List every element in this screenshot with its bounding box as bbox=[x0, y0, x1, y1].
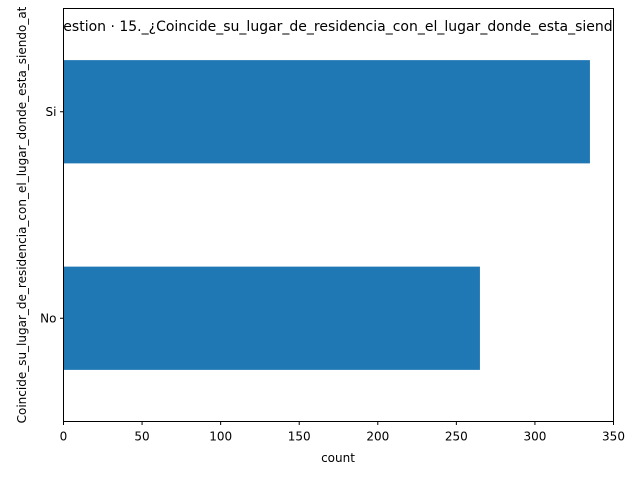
bar-si bbox=[63, 60, 590, 164]
plot-frame bbox=[63, 8, 614, 422]
x-tick-label: 50 bbox=[134, 430, 149, 444]
x-tick-label: 100 bbox=[209, 430, 232, 444]
bar-no bbox=[63, 266, 480, 370]
y-tick-label-no: No bbox=[40, 311, 56, 325]
x-tick-label: 300 bbox=[523, 430, 546, 444]
y-axis-ticks: No Si bbox=[40, 105, 64, 325]
chart-title: estion · 15._¿Coincide_su_lugar_de_resid… bbox=[63, 19, 612, 35]
bars-group bbox=[63, 60, 590, 370]
x-tick-label: 350 bbox=[602, 430, 625, 444]
y-tick-label-si: Si bbox=[46, 105, 57, 119]
x-axis-ticks: 0 50 100 150 200 250 300 350 bbox=[60, 421, 625, 444]
x-axis-label: count bbox=[321, 451, 355, 465]
x-tick-label: 200 bbox=[366, 430, 389, 444]
x-tick-label: 0 bbox=[60, 430, 68, 444]
x-tick-label: 150 bbox=[288, 430, 311, 444]
y-axis-label: Coincide_su_lugar_de_residencia_con_el_l… bbox=[15, 6, 29, 423]
x-tick-label: 250 bbox=[445, 430, 468, 444]
